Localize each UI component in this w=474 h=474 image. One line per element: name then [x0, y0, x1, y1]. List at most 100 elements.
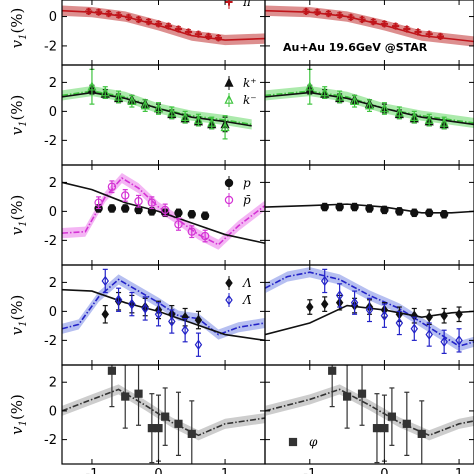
model-line-0 — [265, 271, 474, 348]
model-band-0 — [62, 384, 265, 441]
x-tick-label: 0 — [380, 467, 388, 474]
data-point — [306, 299, 314, 315]
y-tick-label: -2 — [44, 134, 57, 149]
circle-marker — [439, 210, 449, 219]
y-axis-label: v1(%) — [8, 295, 29, 336]
data-point — [335, 283, 344, 308]
diamond-open-marker — [410, 323, 419, 335]
data-point — [302, 7, 310, 16]
y-tick-label: -2 — [44, 334, 57, 349]
ylabel-sub: 1 — [18, 221, 29, 227]
diamond-marker — [101, 309, 109, 320]
data-point — [395, 207, 404, 216]
energy-annotation: Au+Au 19.6GeV @STAR — [283, 41, 428, 54]
legend-label: p — [243, 176, 251, 190]
x-tick-label: 0 — [154, 467, 162, 474]
square-marker — [387, 412, 396, 421]
square-marker — [380, 424, 389, 433]
triangle-open-marker — [114, 91, 124, 101]
diamond-open-marker — [181, 324, 189, 336]
triangle-open-marker — [180, 111, 190, 121]
data-point — [134, 194, 143, 208]
diamond-marker — [320, 298, 329, 310]
square-marker — [121, 392, 130, 401]
data-point — [220, 115, 230, 140]
data-point — [204, 32, 213, 40]
triangle-open-marker — [305, 81, 315, 91]
data-point — [160, 203, 170, 217]
data-point — [365, 204, 374, 213]
data-point — [194, 310, 203, 330]
panel-kaon-left: -2 0 2 k⁺ k⁻ — [44, 64, 266, 166]
panel-frame — [61, 264, 266, 366]
circle-marker — [121, 204, 130, 213]
y-axis-label-text: v1(%) — [8, 95, 29, 136]
y-axis-label-text: v1(%) — [8, 394, 29, 435]
data-point — [402, 391, 411, 456]
square-marker — [174, 419, 183, 428]
data-point — [134, 205, 143, 215]
diamond-open-marker — [128, 298, 136, 310]
triangle-open-marker — [193, 114, 204, 124]
square-marker — [147, 424, 156, 433]
square-marker — [134, 389, 143, 398]
ylabel-suffix: (%) — [8, 195, 26, 221]
model-line-1 — [62, 181, 265, 245]
circle-marker — [410, 208, 419, 218]
diamond-marker — [425, 311, 433, 323]
square-marker — [187, 429, 196, 438]
data-point — [154, 394, 163, 462]
x-tick-label: 1 — [455, 467, 463, 474]
plot-area — [265, 202, 474, 219]
legend-label: Λ̄ — [242, 293, 252, 307]
ylabel-prefix: v — [8, 426, 26, 435]
plot-area — [265, 365, 474, 464]
diamond-marker — [440, 310, 448, 321]
data-point — [87, 68, 97, 105]
square-marker — [161, 412, 170, 421]
data-point — [194, 30, 203, 38]
diamond-open-marker — [114, 294, 123, 306]
data-point — [187, 400, 196, 464]
data-point — [134, 15, 143, 24]
data-point — [101, 304, 109, 324]
square-marker — [107, 366, 117, 375]
square-marker — [372, 424, 382, 433]
data-point — [184, 28, 193, 36]
data-point — [154, 20, 163, 28]
triangle-open-marker — [87, 81, 97, 91]
ylabel-suffix: (%) — [8, 295, 26, 321]
plot-area — [62, 365, 265, 464]
panel-lambda-left: -2 0 2 Λ Λ̄ — [44, 264, 266, 366]
triangle-open-marker — [207, 117, 217, 127]
data-point — [164, 22, 173, 30]
data-point — [357, 365, 367, 426]
circle-open-marker — [200, 231, 210, 241]
circle-open-marker — [94, 198, 103, 207]
model-band-0 — [62, 274, 265, 340]
square-marker — [357, 389, 367, 398]
data-point — [313, 8, 321, 16]
data-point — [174, 391, 183, 456]
diamond-open-marker — [154, 309, 163, 320]
square-marker — [402, 419, 411, 428]
diamond-open-marker — [380, 310, 389, 321]
data-point — [305, 68, 315, 105]
data-point — [425, 309, 433, 326]
data-point — [128, 291, 136, 317]
data-point — [439, 210, 449, 219]
panel-frame — [264, 364, 474, 465]
circle-marker — [174, 208, 183, 218]
plot-area — [62, 5, 265, 46]
data-point — [417, 400, 426, 464]
data-point — [440, 329, 448, 355]
data-point — [107, 365, 117, 408]
diamond-open-marker — [455, 335, 463, 346]
y-tick-label: -2 — [44, 234, 57, 249]
y-axis-label: v1(%) — [8, 195, 29, 236]
data-point — [380, 394, 389, 462]
triangle-open-marker — [220, 121, 230, 132]
diamond-open-marker — [395, 317, 404, 329]
circle-marker — [365, 204, 374, 213]
data-point — [343, 365, 352, 429]
